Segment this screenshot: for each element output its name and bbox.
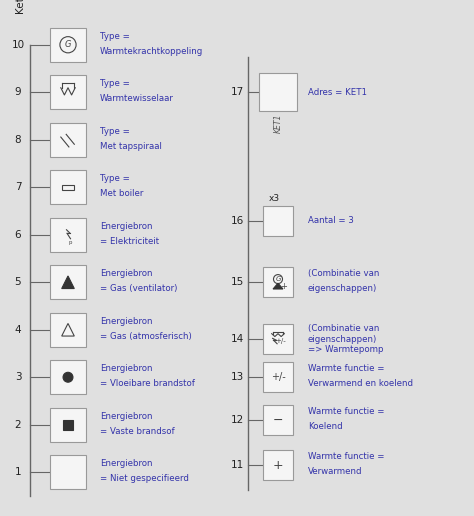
Text: 10: 10 [11, 40, 25, 50]
Bar [263, 324, 293, 354]
Text: Warmte functie =: Warmte functie = [308, 364, 384, 373]
Text: (Combinatie van: (Combinatie van [308, 269, 379, 278]
Bar [263, 205, 293, 235]
Text: Energiebron: Energiebron [100, 222, 153, 231]
Text: Type =: Type = [100, 174, 130, 183]
Text: x3: x3 [268, 194, 280, 203]
Text: = Gas (ventilator): = Gas (ventilator) [100, 284, 177, 293]
Text: = Gas (atmosferisch): = Gas (atmosferisch) [100, 332, 192, 341]
Text: Type =: Type = [100, 127, 130, 136]
Polygon shape [62, 276, 74, 288]
Text: 9: 9 [15, 87, 21, 97]
Bar [263, 267, 293, 297]
Text: 17: 17 [230, 87, 244, 97]
Text: Verwarmend: Verwarmend [308, 467, 363, 476]
Text: Met boiler: Met boiler [100, 189, 143, 198]
Text: 14: 14 [230, 334, 244, 344]
Text: Warmte functie =: Warmte functie = [308, 407, 384, 416]
Bar [263, 362, 293, 392]
Text: +: + [273, 459, 283, 472]
Text: 16: 16 [230, 216, 244, 225]
Bar [50, 408, 86, 442]
Bar [50, 455, 86, 489]
Text: Energiebron: Energiebron [100, 459, 153, 468]
Text: Adres = KET1: Adres = KET1 [308, 88, 367, 97]
Text: KET1: KET1 [273, 114, 283, 133]
Text: eigenschappen): eigenschappen) [308, 284, 377, 293]
Text: Energiebron: Energiebron [100, 364, 153, 373]
Text: Warmte functie =: Warmte functie = [308, 452, 384, 461]
Text: 11: 11 [230, 460, 244, 470]
Text: 13: 13 [230, 372, 244, 382]
Text: Energiebron: Energiebron [100, 412, 153, 421]
Text: eigenschappen): eigenschappen) [308, 335, 377, 344]
Text: => Warmtepomp: => Warmtepomp [308, 345, 383, 354]
Text: 2: 2 [15, 420, 21, 430]
Text: = Niet gespecifieerd: = Niet gespecifieerd [100, 474, 189, 483]
Text: Met tapspiraal: Met tapspiraal [100, 142, 162, 151]
Bar [62, 185, 74, 190]
Polygon shape [273, 283, 283, 289]
Text: 6: 6 [15, 230, 21, 240]
Text: 4: 4 [15, 325, 21, 335]
Text: p: p [68, 240, 72, 245]
Text: 15: 15 [230, 277, 244, 287]
Text: 8: 8 [15, 135, 21, 145]
Text: +/-: +/- [271, 372, 285, 382]
Bar [259, 73, 297, 111]
Bar [50, 28, 86, 62]
Text: = Elektriciteit: = Elektriciteit [100, 237, 159, 246]
Text: +/-: +/- [275, 338, 286, 345]
Bar [263, 450, 293, 480]
Bar [50, 123, 86, 157]
Text: Energiebron: Energiebron [100, 317, 153, 326]
Bar [50, 360, 86, 394]
Text: Type =: Type = [100, 79, 130, 88]
Bar [263, 405, 293, 435]
Text: 7: 7 [15, 182, 21, 192]
Text: +: + [281, 282, 287, 291]
Text: Aantal = 3: Aantal = 3 [308, 216, 354, 225]
Bar [50, 218, 86, 252]
Text: (Combinatie van: (Combinatie van [308, 324, 379, 333]
Text: 5: 5 [15, 277, 21, 287]
Bar [63, 420, 73, 430]
Text: 1: 1 [15, 467, 21, 477]
Text: Type =: Type = [100, 32, 130, 41]
Text: Koelend: Koelend [308, 422, 343, 431]
Text: Ketel: Ketel [15, 0, 25, 13]
Text: G: G [275, 276, 281, 282]
Bar [50, 170, 86, 204]
Text: = Vloeibare brandstof: = Vloeibare brandstof [100, 379, 195, 388]
Text: Warmtewisselaar: Warmtewisselaar [100, 94, 174, 103]
Bar [50, 265, 86, 299]
Text: = Vaste brandsof: = Vaste brandsof [100, 427, 174, 436]
Text: −: − [273, 413, 283, 427]
Bar [50, 313, 86, 347]
Bar [50, 75, 86, 109]
Text: 12: 12 [230, 415, 244, 425]
Text: Energiebron: Energiebron [100, 269, 153, 278]
Text: Warmtekrachtkoppeling: Warmtekrachtkoppeling [100, 47, 203, 56]
Text: 3: 3 [15, 372, 21, 382]
Circle shape [63, 373, 73, 382]
Text: Verwarmend en koelend: Verwarmend en koelend [308, 379, 413, 388]
Text: G: G [65, 40, 71, 49]
